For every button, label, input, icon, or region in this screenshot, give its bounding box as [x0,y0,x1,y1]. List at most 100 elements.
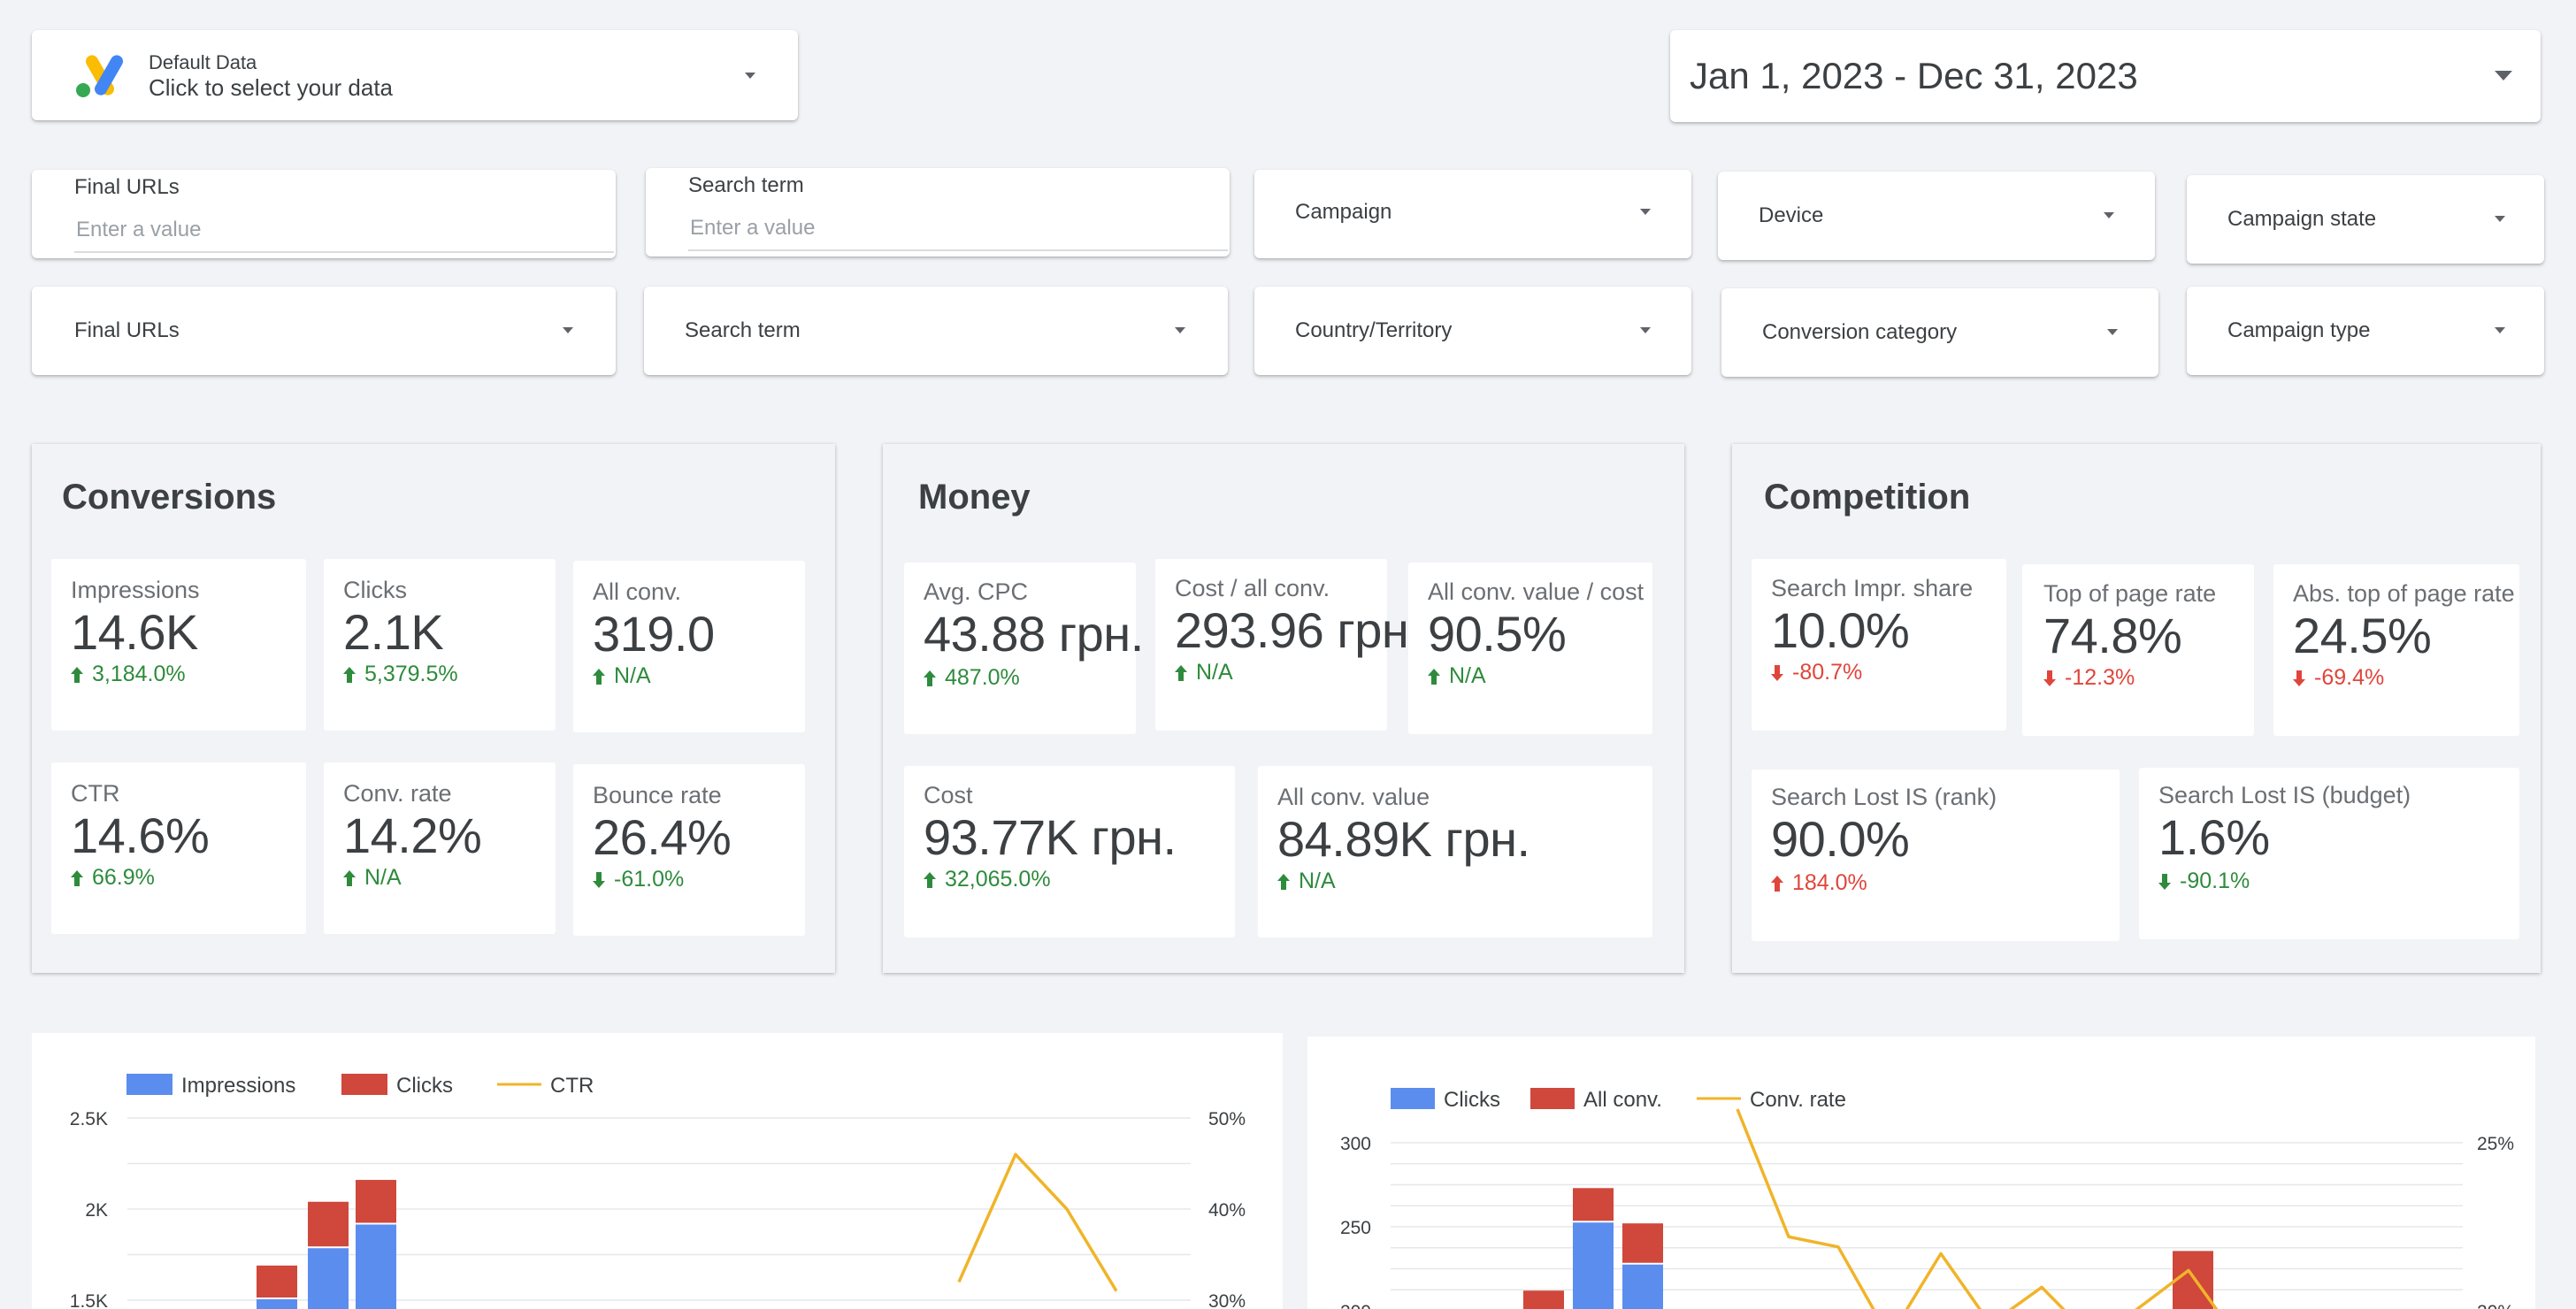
bar-impressions [257,1298,297,1309]
kpi-conv-rate[interactable]: Conv. rate 14.2% N/A [324,762,556,934]
kpi-value: 14.6K [71,604,198,660]
kpi-label: Conv. rate [343,780,452,807]
kpi-delta: 32,065.0% [924,867,1051,892]
legend-swatch [126,1074,172,1095]
bar-clicks [1573,1221,1614,1309]
kpi-search-lost-is-rank[interactable]: Search Lost IS (rank) 90.0% 184.0% [1752,769,2120,941]
y-right-tick: 20% [2477,1302,2514,1309]
kpi-search-impr-share[interactable]: Search Impr. share 10.0% -80.7% [1752,559,2006,731]
arrow-up-icon [1771,875,1783,892]
chevron-down-icon[interactable] [2495,71,2512,80]
clicks-conv-rate-chart: Clicks All conv. Conv. rate 300 250 200 25% 20% [1307,1037,2535,1309]
kpi-value: 90.0% [1771,811,1910,867]
panel-title: Conversions [62,478,277,517]
kpi-value: 14.6% [71,808,210,863]
y-left-tick: 1.5K [70,1291,108,1309]
bar-clicks [257,1265,297,1298]
kpi-delta-value: N/A [1449,663,1486,688]
filter-label: Campaign state [2227,207,2377,231]
kpi-delta: 184.0% [1771,870,1867,896]
kpi-delta-value: 32,065.0% [945,867,1051,892]
filter-campaign-type-dropdown[interactable]: Campaign type [2187,287,2544,375]
filter-search-term-input[interactable]: Search term Enter a value [646,168,1230,256]
filter-campaign-state-dropdown[interactable]: Campaign state [2187,175,2544,264]
panel-title: Money [918,478,1031,517]
kpi-all-conv[interactable]: All conv. 319.0 N/A [573,561,805,732]
y-right-tick: 50% [1208,1109,1246,1129]
arrow-down-icon [2293,670,2305,686]
filter-country-dropdown[interactable]: Country/Territory [1254,287,1691,375]
kpi-delta: N/A [1175,660,1233,685]
kpi-label: Avg. CPC [924,578,1029,605]
chevron-down-icon [2495,327,2505,333]
data-source-selector[interactable]: Default Data Click to select your data [32,30,798,120]
kpi-clicks[interactable]: Clicks 2.1K 5,379.5% [324,559,556,731]
arrow-up-icon [1277,873,1290,890]
kpi-label: Clicks [343,577,407,603]
kpi-cost-per-conv[interactable]: Cost / all conv. 293.96 грн N/A [1155,559,1409,731]
kpi-value: 43.88 грн. [924,606,1144,662]
filter-label: Conversion category [1762,320,1958,344]
kpi-impressions[interactable]: Impressions 14.6K 3,184.0% [51,559,306,731]
y-left-tick: 300 [1340,1134,1371,1154]
kpi-conv-value-per-cost[interactable]: All conv. value / cost 90.5% N/A [1408,563,1652,734]
y-left-tick: 2K [85,1200,108,1221]
kpi-label: Impressions [71,577,200,603]
kpi-delta: -61.0% [593,867,684,892]
y-left-tick: 250 [1340,1218,1371,1238]
filter-placeholder[interactable]: Enter a value [76,218,202,241]
filter-search-term-dropdown[interactable]: Search term [644,287,1228,375]
kpi-delta: -80.7% [1771,660,1862,685]
kpi-cost[interactable]: Cost 93.77K грн. 32,065.0% [904,766,1235,938]
chart-1-svg: Impressions Clicks CTR 2.5K 2K 1.5K 50% 40% 30% [70,1074,1246,1309]
filter-conversion-category-dropdown[interactable]: Conversion category [1721,288,2158,377]
kpi-label: All conv. value / cost [1428,578,1644,605]
legend-label: Clicks [1444,1088,1500,1112]
arrow-up-icon [1175,664,1187,681]
arrow-up-icon [343,666,356,683]
bar-all-conv- [1573,1188,1614,1222]
kpi-all-conv-value[interactable]: All conv. value 84.89K грн. N/A [1258,766,1652,938]
kpi-bounce-rate[interactable]: Bounce rate 26.4% -61.0% [573,764,805,936]
arrow-down-icon [2158,873,2171,890]
kpi-value: 90.5% [1428,606,1567,662]
kpi-value: 26.4% [593,809,732,865]
filter-placeholder[interactable]: Enter a value [690,216,816,240]
kpi-delta: -90.1% [2158,869,2250,894]
bar-impressions [308,1247,349,1309]
kpi-delta: 3,184.0% [71,662,186,687]
kpi-value: 93.77K грн. [924,809,1177,865]
kpi-delta-value: 66.9% [92,865,155,890]
bar-impressions [356,1223,396,1309]
filter-final-urls-input[interactable]: Final URLs Enter a value [32,170,616,258]
kpi-delta: N/A [343,865,402,891]
kpi-avg-cpc[interactable]: Avg. CPC 43.88 грн. 487.0% [904,563,1144,734]
kpi-search-lost-is-budget[interactable]: Search Lost IS (budget) 1.6% -90.1% [2139,768,2519,939]
kpi-ctr[interactable]: CTR 14.6% 66.9% [51,762,306,934]
data-source-title: Default Data [149,51,257,73]
kpi-delta: 487.0% [924,665,1020,691]
arrow-down-icon [1771,664,1783,681]
arrow-up-icon [924,670,936,686]
chevron-down-icon [1175,327,1185,333]
kpi-label: All conv. value [1277,784,1430,810]
kpi-delta-value: N/A [1196,660,1233,685]
kpi-value: 24.5% [2293,608,2432,663]
filter-final-urls-dropdown[interactable]: Final URLs [32,287,616,375]
kpi-abs-top-of-page-rate[interactable]: Abs. top of page rate 24.5% -69.4% [2273,564,2519,736]
kpi-delta: N/A [1277,869,1336,894]
bar-clicks [308,1201,349,1248]
chart-2-svg: Clicks All conv. Conv. rate 300 250 200 25% 20% [1340,1088,2514,1309]
filter-device-dropdown[interactable]: Device [1718,172,2155,260]
chevron-down-icon[interactable] [745,73,755,79]
kpi-label: Top of page rate [2043,580,2217,607]
chevron-down-icon [2107,329,2118,335]
kpi-top-of-page-rate[interactable]: Top of page rate 74.8% -12.3% [2022,564,2254,736]
input-underline [688,249,1228,251]
filter-campaign-dropdown[interactable]: Campaign [1254,170,1691,258]
filter-label: Search term [688,173,804,197]
date-range-selector[interactable]: Jan 1, 2023 - Dec 31, 2023 [1670,30,2541,122]
arrow-up-icon [1428,668,1440,685]
chevron-down-icon [563,327,573,333]
kpi-delta: -12.3% [2043,665,2135,691]
